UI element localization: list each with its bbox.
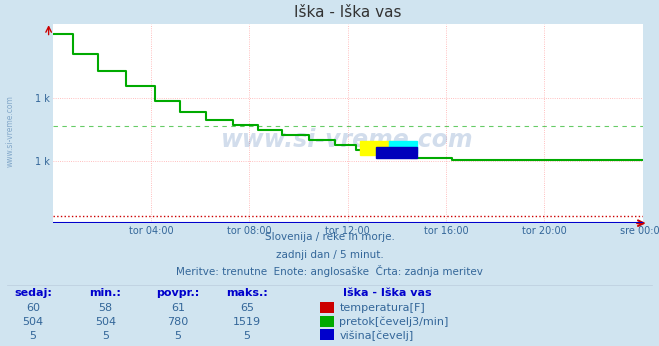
Text: 780: 780 — [167, 317, 188, 327]
Bar — [376, 147, 417, 158]
Text: 504: 504 — [22, 317, 43, 327]
Text: Meritve: trenutne  Enote: anglosaške  Črta: zadnja meritev: Meritve: trenutne Enote: anglosaške Črta… — [176, 265, 483, 277]
Text: 58: 58 — [98, 303, 113, 313]
Text: 5: 5 — [102, 331, 109, 341]
Text: 5: 5 — [175, 331, 181, 341]
Text: Iška - Iška vas: Iška - Iška vas — [343, 288, 431, 298]
Text: www.si-vreme.com: www.si-vreme.com — [221, 128, 474, 152]
Text: zadnji dan / 5 minut.: zadnji dan / 5 minut. — [275, 250, 384, 260]
Text: 1519: 1519 — [233, 317, 261, 327]
Text: temperatura[F]: temperatura[F] — [339, 303, 425, 313]
Text: višina[čevelj]: višina[čevelj] — [339, 330, 414, 341]
Text: 61: 61 — [171, 303, 185, 313]
Bar — [360, 141, 393, 155]
Text: pretok[čevelj3/min]: pretok[čevelj3/min] — [339, 317, 449, 327]
Text: povpr.:: povpr.: — [156, 288, 200, 298]
Bar — [389, 141, 417, 153]
Text: www.si-vreme.com: www.si-vreme.com — [5, 95, 14, 167]
Text: 5: 5 — [30, 331, 36, 341]
Text: Slovenija / reke in morje.: Slovenija / reke in morje. — [264, 233, 395, 243]
Text: 5: 5 — [244, 331, 250, 341]
Text: 60: 60 — [26, 303, 40, 313]
Text: 504: 504 — [95, 317, 116, 327]
Title: Iška - Iška vas: Iška - Iška vas — [294, 5, 401, 20]
Text: min.:: min.: — [90, 288, 121, 298]
Text: sedaj:: sedaj: — [14, 288, 52, 298]
Text: 65: 65 — [240, 303, 254, 313]
Text: maks.:: maks.: — [226, 288, 268, 298]
